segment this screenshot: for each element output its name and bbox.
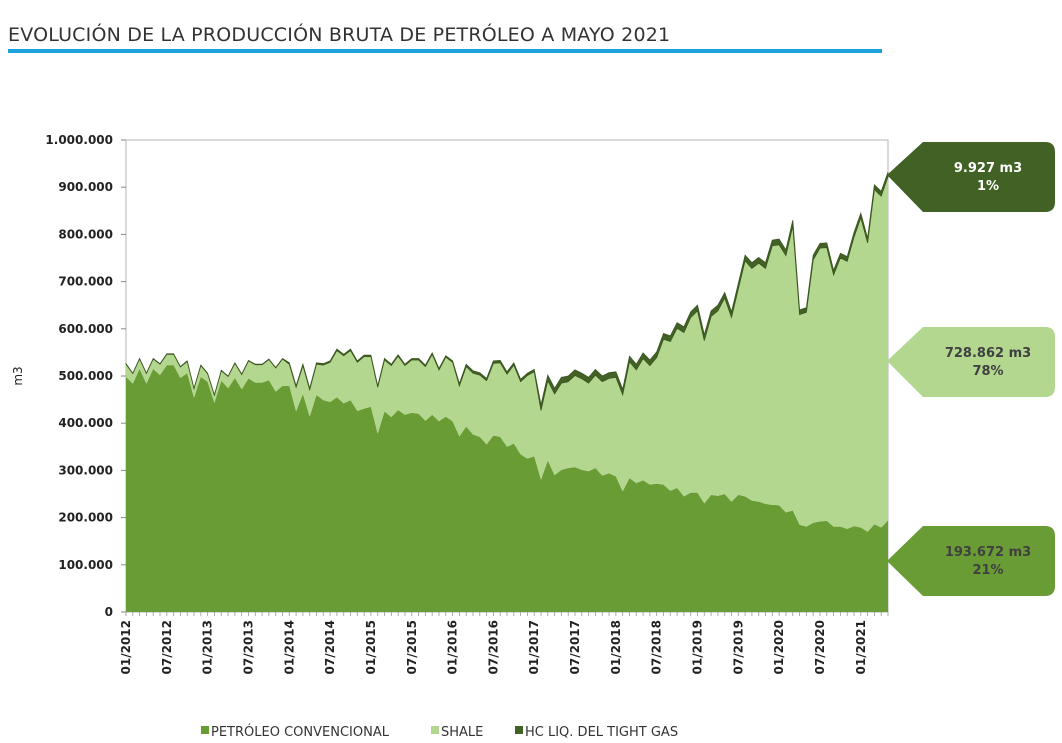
axis-ticks: 0 100.000 200.000 300.000 400.000 500.000 600.… bbox=[45, 133, 889, 674]
x-tick-label: 01/2012 bbox=[119, 620, 133, 674]
x-tick-label: 07/2012 bbox=[160, 620, 174, 674]
callout-shale: 728.862 m3 78% bbox=[887, 327, 1055, 397]
callout-shape bbox=[887, 327, 1055, 397]
y-tick-label: 700.000 bbox=[58, 275, 113, 289]
y-axis-label: m3 bbox=[11, 366, 25, 385]
x-tick-label: 07/2015 bbox=[405, 620, 419, 674]
callout-share: 21% bbox=[972, 563, 1003, 578]
x-tick-label: 01/2019 bbox=[691, 620, 705, 674]
legend-swatch bbox=[201, 726, 209, 734]
x-tick-label: 07/2019 bbox=[731, 620, 745, 674]
legend-label: PETRÓLEO CONVENCIONAL bbox=[211, 724, 390, 740]
y-tick-label: 200.000 bbox=[58, 511, 113, 525]
legend-swatch bbox=[431, 726, 439, 734]
y-tick-label: 300.000 bbox=[58, 463, 113, 477]
callout-value: 9.927 m3 bbox=[954, 161, 1022, 176]
chart-title: EVOLUCIÓN DE LA PRODUCCIÓN BRUTA DE PETR… bbox=[8, 24, 671, 46]
y-tick-label: 1.000.000 bbox=[45, 133, 113, 147]
legend-label: SHALE bbox=[441, 725, 483, 740]
x-tick-label: 01/2015 bbox=[364, 620, 378, 674]
callout-share: 78% bbox=[972, 364, 1003, 379]
callout-value: 728.862 m3 bbox=[945, 346, 1031, 361]
x-tick-label: 07/2020 bbox=[813, 620, 827, 674]
y-tick-label: 900.000 bbox=[58, 180, 113, 194]
legend-item: SHALE bbox=[431, 725, 483, 740]
y-tick-label: 400.000 bbox=[58, 416, 113, 430]
x-tick-label: 01/2017 bbox=[527, 620, 541, 674]
x-tick-label: 07/2014 bbox=[323, 620, 337, 674]
callout-share: 1% bbox=[977, 179, 999, 194]
area-shale bbox=[126, 176, 888, 532]
legend: PETRÓLEO CONVENCIONAL SHALE HC LIQ. DEL TI… bbox=[201, 724, 678, 740]
x-tick-label: 07/2018 bbox=[650, 620, 664, 674]
legend-item: HC LIQ. DEL TIGHT GAS bbox=[515, 725, 678, 740]
area-petroleo-convencional bbox=[126, 365, 888, 612]
y-tick-label: 0 bbox=[105, 605, 113, 619]
y-tick-label: 500.000 bbox=[58, 369, 113, 383]
x-tick-label: 07/2017 bbox=[568, 620, 582, 674]
callout-tight-gas: 9.927 m3 1% bbox=[887, 142, 1055, 212]
callout-convencional: 193.672 m3 21% bbox=[887, 526, 1055, 596]
y-tick-label: 600.000 bbox=[58, 322, 113, 336]
x-tick-label: 01/2013 bbox=[201, 620, 215, 674]
x-tick-label: 01/2016 bbox=[446, 620, 460, 674]
callouts: 9.927 m3 1% 728.862 m3 78% 193.672 m3 21% bbox=[887, 142, 1055, 596]
title-underline bbox=[8, 49, 882, 53]
series-areas bbox=[125, 171, 889, 612]
y-tick-label: 800.000 bbox=[58, 227, 113, 241]
legend-item: PETRÓLEO CONVENCIONAL bbox=[201, 724, 390, 740]
callout-shape bbox=[887, 142, 1055, 212]
x-tick-label: 07/2016 bbox=[486, 620, 500, 674]
x-tick-label: 07/2013 bbox=[241, 620, 255, 674]
x-tick-label: 01/2021 bbox=[854, 620, 868, 674]
legend-label: HC LIQ. DEL TIGHT GAS bbox=[525, 725, 678, 740]
legend-swatch bbox=[515, 726, 523, 734]
x-tick-label: 01/2014 bbox=[282, 620, 296, 674]
y-tick-label: 100.000 bbox=[58, 558, 113, 572]
area-tight-gas bbox=[125, 171, 889, 411]
callout-value: 193.672 m3 bbox=[945, 545, 1031, 560]
callout-shape bbox=[887, 526, 1055, 596]
x-tick-label: 01/2020 bbox=[772, 620, 786, 674]
x-tick-label: 01/2018 bbox=[609, 620, 623, 674]
